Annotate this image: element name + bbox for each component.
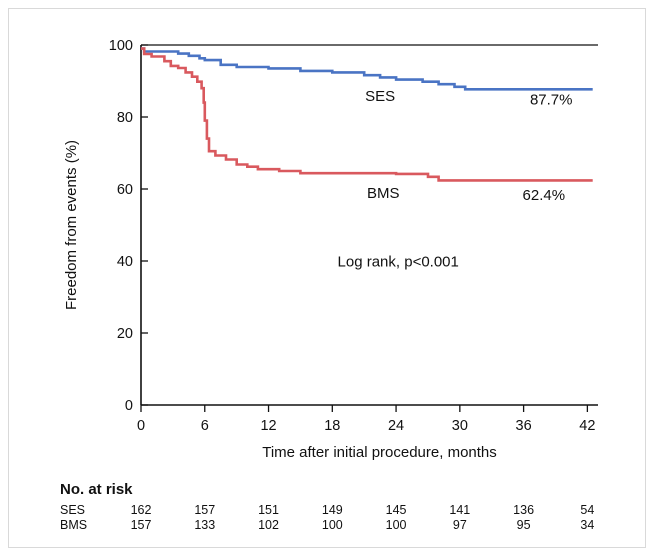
y-tick-label: 100: [109, 38, 133, 54]
risk-row-name: SES: [60, 503, 86, 517]
x-tick-label: 12: [260, 418, 276, 434]
x-tick-label: 18: [324, 418, 340, 434]
risk-count: 34: [580, 518, 595, 532]
risk-count: 100: [385, 518, 407, 532]
y-tick-label: 80: [117, 110, 133, 126]
figure-frame: [8, 8, 646, 548]
ses-curve: [141, 47, 593, 91]
x-tick-label: 30: [452, 418, 468, 434]
x-tick-label: 24: [388, 418, 404, 434]
risk-count: 100: [321, 518, 343, 532]
km-chart: 0 20 40 60 80 100 0 6 12 18 24 30 36 42 SES 87.7% BMS 62…: [63, 38, 598, 461]
risk-row-name: BMS: [60, 518, 88, 532]
axes: 0 20 40 60 80 100 0 6 12 18 24 30 36 42: [109, 38, 598, 434]
x-tick-label: 0: [137, 418, 145, 434]
x-tick-label: 36: [516, 418, 532, 434]
x-axis-label: Time after initial procedure, months: [262, 444, 497, 461]
risk-count: 95: [516, 518, 531, 532]
y-tick-label: 0: [125, 398, 133, 414]
x-tick-label: 42: [579, 418, 595, 434]
y-tick-label: 40: [117, 254, 133, 270]
risk-count: 141: [449, 503, 471, 517]
y-axis-label: Freedom from events (%): [63, 140, 80, 310]
bms-curve: [141, 47, 593, 182]
risk-count: 54: [580, 503, 595, 517]
risk-count: 145: [385, 503, 407, 517]
y-tick-label: 60: [117, 182, 133, 198]
risk-count: 162: [130, 503, 152, 517]
risk-count: 102: [258, 518, 279, 532]
risk-count: 157: [130, 518, 152, 532]
risk-count: 136: [513, 503, 535, 517]
risk-table-title: No. at risk: [60, 481, 133, 498]
bms-end-value: 62.4%: [523, 187, 566, 204]
risk-count: 157: [194, 503, 216, 517]
risk-count: 149: [321, 503, 343, 517]
x-tick-label: 6: [201, 418, 209, 434]
series-layer: [141, 47, 593, 182]
ses-end-value: 87.7%: [530, 91, 573, 108]
risk-count: 97: [452, 518, 467, 532]
log-rank-annotation: Log rank, p<0.001: [338, 253, 459, 270]
risk-count: 151: [258, 503, 279, 517]
labels-layer: SES 87.7% BMS 62.4%: [365, 88, 572, 204]
y-tick-label: 20: [117, 326, 133, 342]
ses-series-label: SES: [365, 88, 395, 105]
bms-series-label: BMS: [367, 185, 400, 202]
risk-count: 133: [194, 518, 216, 532]
